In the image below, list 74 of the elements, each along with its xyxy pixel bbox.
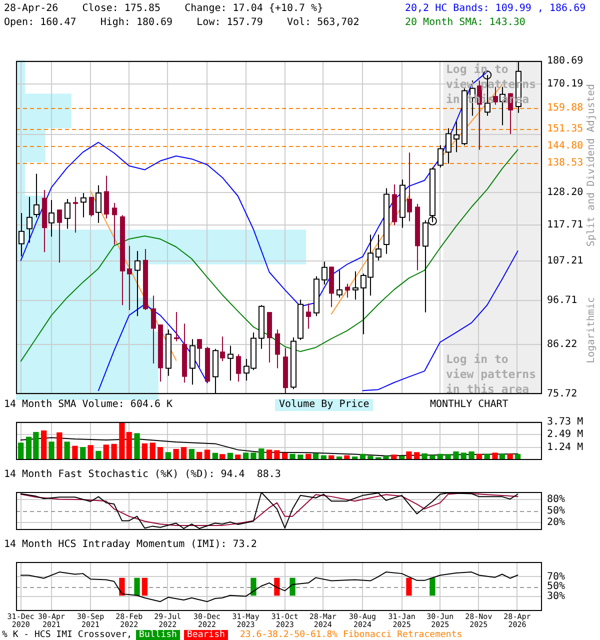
y-tick-label: 1.24 M [547, 442, 584, 453]
y-axis-title: Split and Dividend Adjusted [586, 84, 598, 247]
bar [96, 450, 102, 460]
y-tick-label: 20% [547, 516, 566, 528]
text: 23.6-38.2-50-61.8% Fibonacci Retracements [240, 630, 462, 640]
text: 20,2 HC Bands: 109.99 , 186.69 [405, 3, 586, 15]
y-tick-label: 128.20 [547, 186, 584, 198]
candlestick [127, 245, 132, 310]
y-tick-label: 70% [547, 571, 566, 582]
text: Bullish [136, 630, 180, 640]
bar [406, 451, 412, 460]
bar [142, 443, 148, 460]
y-tick-label: 180.69 [547, 56, 584, 67]
candlestick [220, 336, 225, 362]
ref-line-label: 144.80 [547, 140, 584, 152]
bar [468, 451, 474, 460]
bar [180, 447, 187, 460]
text: Log in to view patterns in this area [446, 352, 536, 396]
y-tick-label: 170.19 [547, 78, 584, 90]
y-tick-label: 50% [547, 506, 566, 517]
bar [250, 452, 256, 460]
text: 20 Month SMA: 143.30 [405, 17, 526, 29]
ref-line-label: 159.88 [547, 102, 584, 114]
bar [492, 452, 498, 460]
bar [41, 430, 47, 460]
text: Volume By Price [275, 399, 374, 411]
bar [72, 446, 78, 460]
y-tick-label: 107.21 [547, 255, 584, 266]
chart-title: 14 Month SMA Volume: 604.6 K [4, 399, 173, 411]
bar [88, 445, 94, 460]
candlestick [345, 283, 350, 298]
ref-line-label: 138.53 [547, 157, 584, 168]
bar [56, 432, 62, 460]
candlestick [407, 152, 412, 222]
chart-subtitle: Open: 160.47 High: 180.69 Low: 157.79 Vol: 563,702 [4, 17, 360, 29]
bar [103, 444, 109, 460]
chart-title: 14 Month Fast Stochastic (%K) (%D): 94.4 88.3 [4, 469, 281, 481]
candlestick [306, 303, 311, 330]
candlestick [151, 295, 156, 364]
y-tick-label: 2.49 M [547, 429, 584, 440]
legend-title: % K - HCS IMI Crossover, [2, 630, 132, 640]
candlestick [112, 202, 117, 246]
text: Logarithmic [586, 297, 598, 364]
candlestick [236, 354, 241, 382]
candlestick [89, 196, 94, 217]
y-tick-label: 50% [547, 581, 566, 592]
bar [111, 444, 117, 460]
y-tick-label: 80% [547, 494, 566, 506]
bar [274, 450, 280, 460]
candlestick [275, 329, 280, 369]
bar [48, 442, 54, 460]
y-tick-label: 3.73 M [547, 416, 584, 428]
candlestick [57, 209, 62, 264]
bar [445, 454, 451, 460]
text: MONTHLY CHART [430, 399, 508, 411]
y-tick-label: 96.71 [547, 294, 578, 306]
y-tick-label: 86.22 [547, 338, 578, 350]
bar [18, 442, 24, 460]
bar [80, 447, 86, 460]
bar [157, 447, 164, 460]
bar [134, 433, 140, 460]
bar [453, 451, 459, 460]
bar [64, 442, 70, 460]
candlestick [197, 338, 202, 368]
y-tick-label: 30% [547, 590, 566, 602]
chart-title: 14 Month HCS Intraday Momentum (IMI): 73.2 [4, 539, 257, 551]
candlestick [104, 175, 109, 219]
candlestick [73, 196, 78, 234]
bar [150, 442, 156, 460]
y-tick-label: 75.72 [547, 388, 578, 400]
text: Bearish [184, 630, 228, 640]
y-tick-label: 117.71 [547, 220, 584, 231]
chart-title: 28-Apr-26 Close: 175.85 Change: 17.04 {+10.7 %} [4, 3, 324, 15]
ref-line-label: 151.35 [547, 123, 584, 134]
